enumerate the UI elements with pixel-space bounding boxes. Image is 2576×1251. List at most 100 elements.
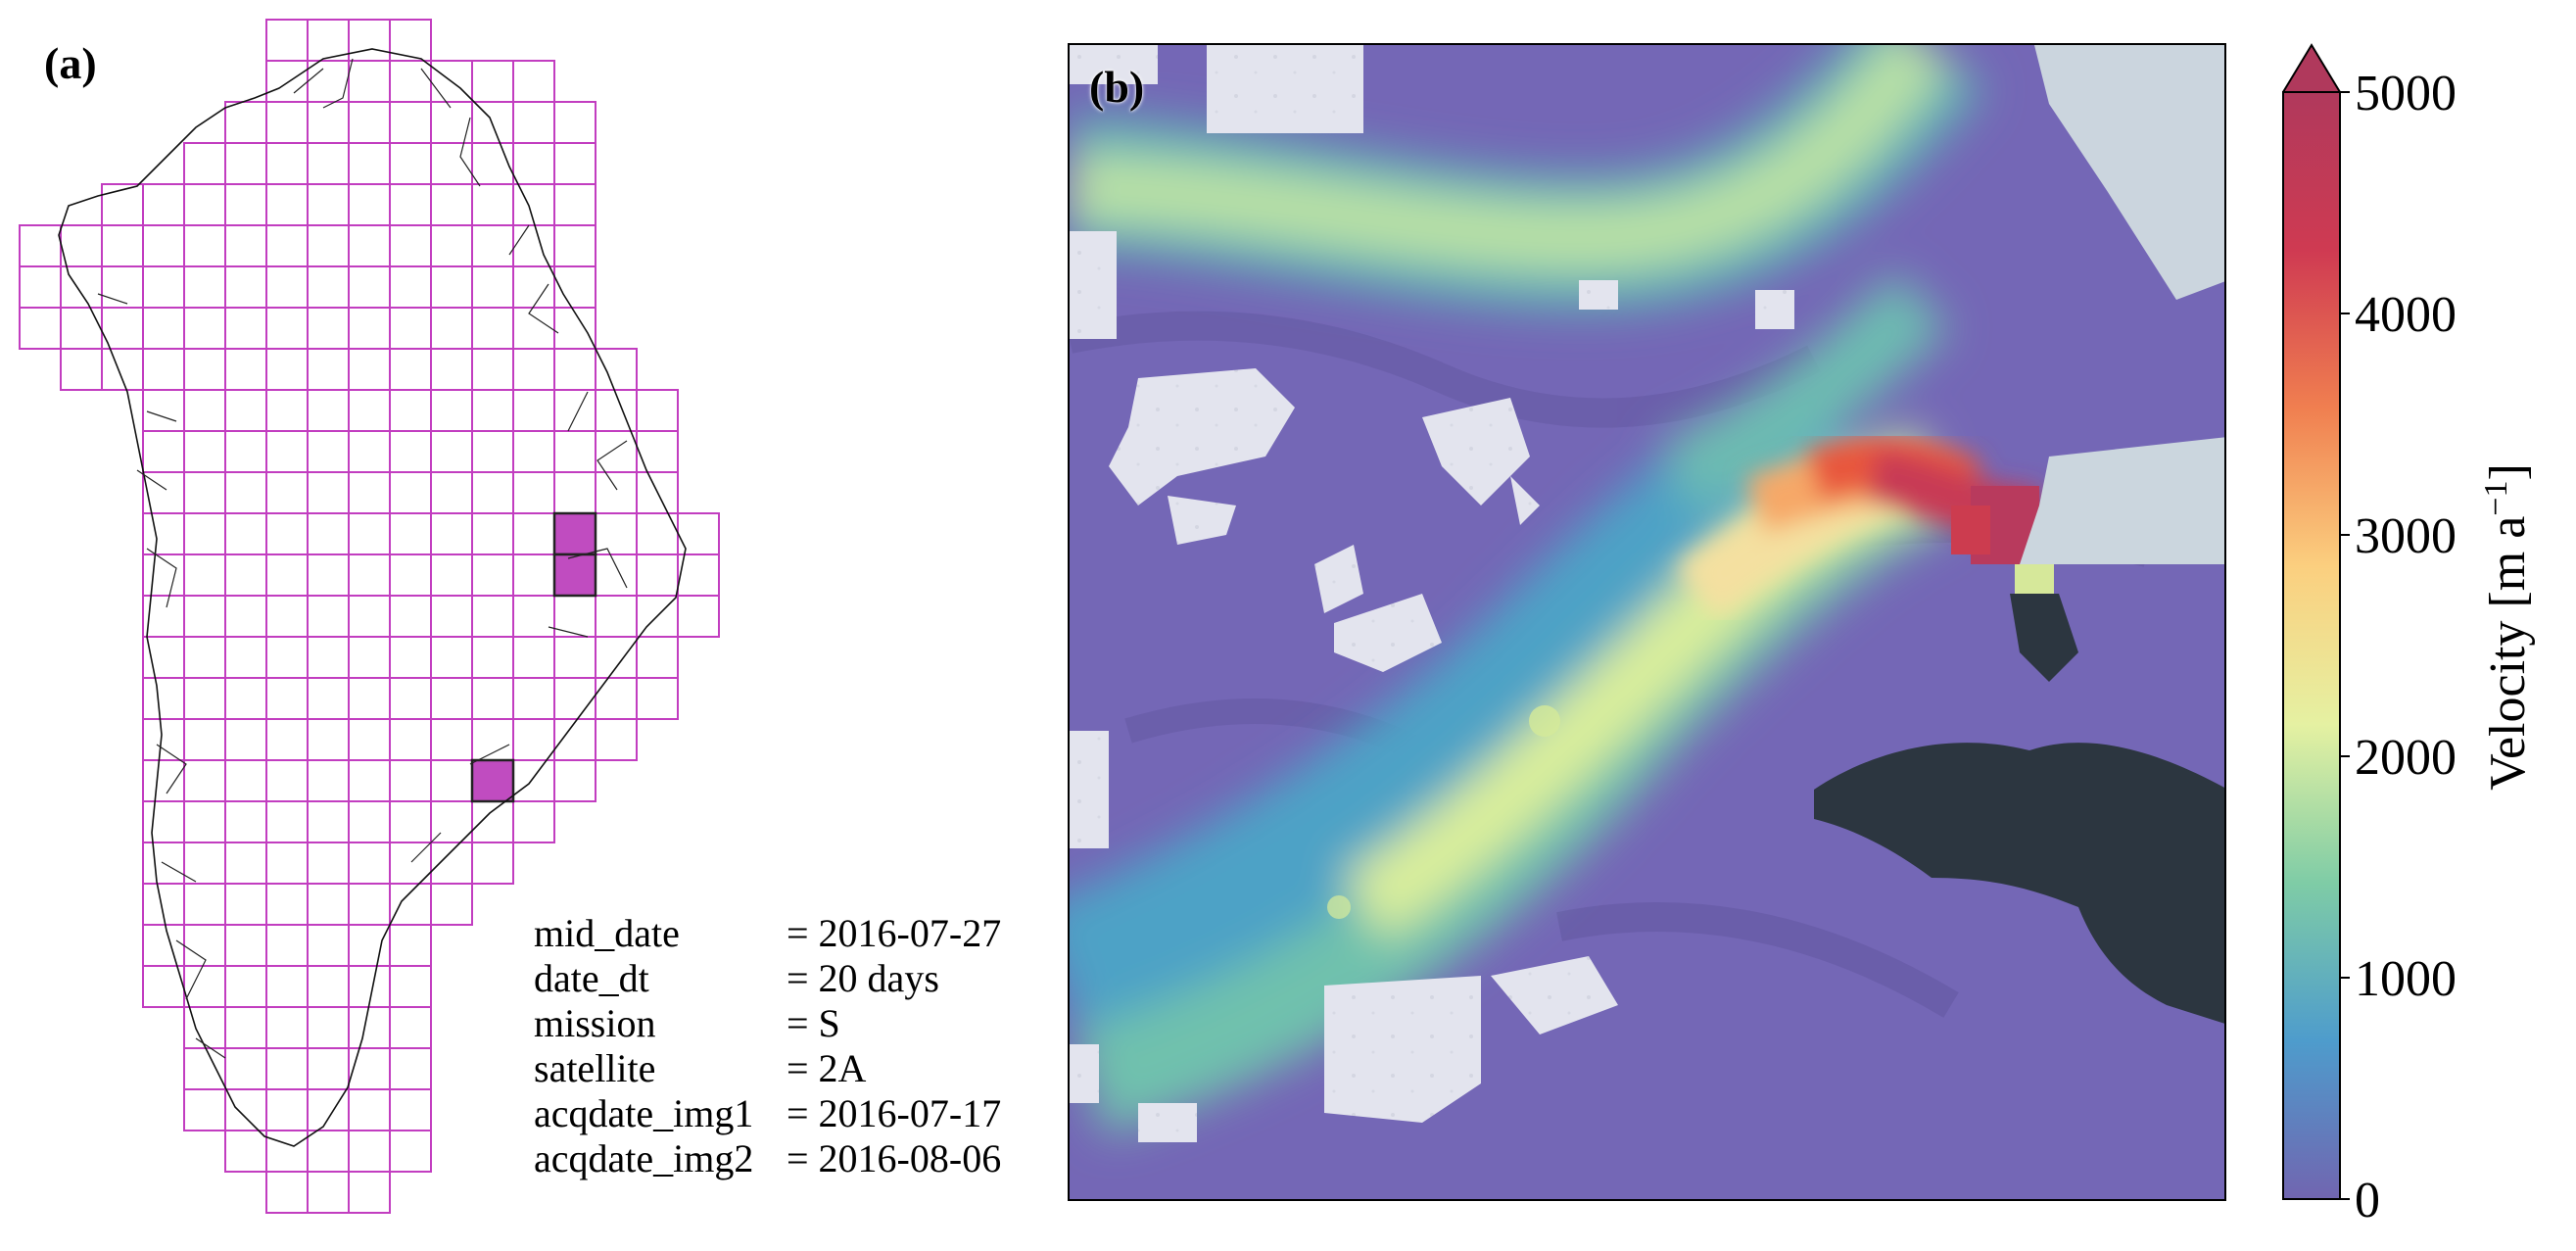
colorbar-tick-label: 3000 <box>2355 508 2457 564</box>
grid-tile <box>265 348 309 391</box>
grid-tile <box>265 389 309 432</box>
selected-tile <box>552 553 597 598</box>
grid-tile <box>265 101 309 144</box>
metadata-key: mid_date <box>534 911 680 955</box>
grid-tile <box>224 924 267 967</box>
grid-tile <box>553 142 596 185</box>
grid-tile <box>430 636 473 679</box>
grid-tile <box>348 265 391 309</box>
grid-tile <box>512 759 555 802</box>
metadata-row: date_dt = 20 days <box>534 956 1001 1001</box>
grid-tile <box>430 183 473 226</box>
grid-tile <box>307 471 350 514</box>
grid-tile <box>430 759 473 802</box>
panel-a-label: (a) <box>44 38 97 88</box>
grid-tile <box>348 718 391 761</box>
grid-tile <box>307 759 350 802</box>
grid-tile <box>348 1171 391 1214</box>
grid-tile <box>183 718 226 761</box>
metadata-row: acqdate_img2 = 2016-08-06 <box>534 1136 1001 1181</box>
grid-tile <box>512 389 555 432</box>
grid-tile <box>183 471 226 514</box>
no-data-patches <box>1070 45 1794 1142</box>
colorbar-title-suffix: ] <box>2480 463 2537 481</box>
grid-tile <box>19 307 62 350</box>
grid-tile <box>224 307 267 350</box>
grid-tile <box>389 430 432 473</box>
grid-tile <box>430 883 473 926</box>
grid-tile <box>553 389 596 432</box>
grid-tile <box>307 101 350 144</box>
grid-tile <box>471 142 514 185</box>
grid-tile <box>348 60 391 103</box>
selected-tile <box>470 758 515 803</box>
grid-tile <box>183 430 226 473</box>
grid-tile <box>265 883 309 926</box>
grid-tile <box>389 224 432 267</box>
calving-front <box>1951 486 2039 564</box>
grid-tile <box>224 471 267 514</box>
grid-tile <box>553 677 596 720</box>
grid-tile <box>389 718 432 761</box>
grid-tile <box>224 430 267 473</box>
grid-tile <box>142 512 185 555</box>
grid-tile <box>348 101 391 144</box>
grid-tile <box>307 965 350 1008</box>
grid-tile <box>265 142 309 185</box>
grid-tile <box>183 883 226 926</box>
grid-tile <box>265 512 309 555</box>
grid-tile <box>265 430 309 473</box>
grid-tile <box>471 224 514 267</box>
grid-tile <box>430 307 473 350</box>
grid-tile <box>553 471 596 514</box>
grid-tile <box>307 60 350 103</box>
grid-tile <box>307 1047 350 1090</box>
grid-tile <box>553 348 596 391</box>
glacier-fast-core <box>1676 435 2040 622</box>
grid-tile <box>183 636 226 679</box>
dark-rock-area <box>1814 594 2224 1024</box>
grid-tile <box>512 224 555 267</box>
grid-tile <box>183 265 226 309</box>
fjord-sea-ice <box>2015 45 2224 594</box>
grid-tile <box>553 430 596 473</box>
grid-tile <box>307 924 350 967</box>
grid-tile <box>265 677 309 720</box>
colorbar-tick-label: 1000 <box>2355 951 2457 1007</box>
grid-tile <box>265 471 309 514</box>
grid-tile <box>430 677 473 720</box>
metadata-value: = 2A <box>787 1046 867 1090</box>
fjord-lines <box>97 58 628 1059</box>
grid-tile <box>60 348 103 391</box>
grid-tile <box>265 19 309 62</box>
grid-tile <box>389 183 432 226</box>
grid-tile <box>183 842 226 885</box>
grid-tile <box>636 636 679 679</box>
grid-tile <box>183 759 226 802</box>
selected-tile <box>552 511 597 556</box>
grid-tile <box>224 348 267 391</box>
grid-tile <box>553 224 596 267</box>
grid-tile <box>595 553 638 597</box>
grid-tile <box>265 553 309 597</box>
grid-tile <box>389 1047 432 1090</box>
grid-tile <box>60 265 103 309</box>
grid-tile <box>348 800 391 843</box>
velocity-map <box>1068 43 2226 1201</box>
grid-tile <box>512 183 555 226</box>
grid-tile <box>595 595 638 638</box>
grid-tile <box>512 142 555 185</box>
grid-tile <box>183 389 226 432</box>
grid-tile <box>389 924 432 967</box>
grid-tile <box>389 595 432 638</box>
grid-tile <box>471 348 514 391</box>
grid-tile <box>512 307 555 350</box>
grid-tile <box>348 759 391 802</box>
grid-tile <box>307 142 350 185</box>
grid-tile <box>142 183 185 226</box>
grid-tile <box>348 1130 391 1173</box>
grid-tile <box>553 636 596 679</box>
grid-tile <box>224 965 267 1008</box>
grid-tile <box>307 718 350 761</box>
colorbar-title-text: Velocity [m a <box>2480 515 2537 791</box>
